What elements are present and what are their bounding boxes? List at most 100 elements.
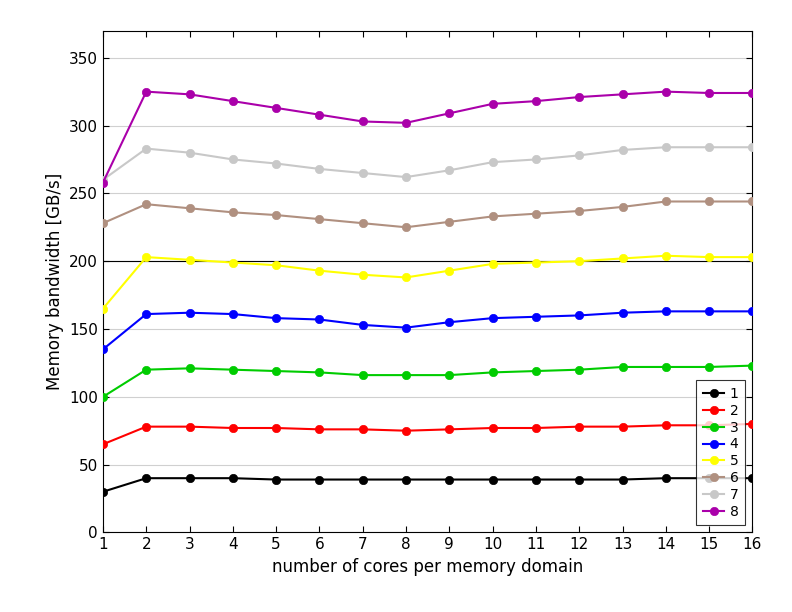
8 (704, 89, 714, 97)
7 (531, 156, 541, 163)
4 (358, 321, 367, 329)
1 (661, 474, 671, 482)
5 (444, 267, 454, 274)
5 (661, 252, 671, 259)
5 (574, 258, 584, 265)
2 (618, 423, 627, 430)
3 (98, 393, 108, 400)
7 (228, 156, 238, 163)
4 (228, 310, 238, 318)
6 (704, 198, 714, 205)
7 (402, 173, 411, 181)
4 (574, 312, 584, 319)
8 (661, 88, 671, 95)
Line: 2: 2 (99, 420, 756, 449)
7 (704, 144, 714, 151)
4 (748, 308, 757, 315)
3 (402, 371, 411, 379)
2 (358, 426, 367, 433)
2 (748, 420, 757, 428)
5 (531, 259, 541, 266)
8 (488, 100, 497, 108)
4 (402, 324, 411, 331)
6 (748, 198, 757, 205)
3 (444, 371, 454, 379)
1 (142, 474, 151, 482)
1 (574, 476, 584, 483)
5 (704, 253, 714, 261)
Line: 8: 8 (99, 88, 756, 187)
3 (661, 364, 671, 371)
1 (358, 476, 367, 483)
1 (314, 476, 324, 483)
4 (531, 313, 541, 321)
3 (185, 365, 194, 372)
7 (98, 176, 108, 184)
5 (185, 256, 194, 264)
8 (574, 94, 584, 101)
6 (142, 201, 151, 208)
6 (185, 204, 194, 212)
Line: 1: 1 (99, 474, 756, 496)
6 (98, 220, 108, 227)
2 (704, 422, 714, 429)
1 (272, 476, 281, 483)
5 (314, 267, 324, 274)
6 (228, 209, 238, 216)
5 (402, 274, 411, 281)
7 (748, 144, 757, 151)
6 (531, 210, 541, 217)
2 (98, 441, 108, 448)
7 (574, 152, 584, 159)
4 (314, 316, 324, 323)
5 (142, 253, 151, 261)
Line: 6: 6 (99, 197, 756, 231)
6 (358, 220, 367, 227)
3 (142, 366, 151, 373)
8 (314, 111, 324, 118)
8 (98, 179, 108, 186)
1 (531, 476, 541, 483)
4 (704, 308, 714, 315)
3 (228, 366, 238, 373)
5 (618, 255, 627, 262)
4 (272, 315, 281, 322)
4 (618, 309, 627, 316)
8 (402, 119, 411, 127)
Line: 3: 3 (99, 362, 756, 401)
1 (402, 476, 411, 483)
8 (358, 118, 367, 125)
1 (748, 474, 757, 482)
1 (185, 474, 194, 482)
2 (272, 424, 281, 431)
2 (314, 426, 324, 433)
1 (618, 476, 627, 483)
8 (228, 97, 238, 105)
2 (402, 427, 411, 435)
Line: 4: 4 (99, 307, 756, 354)
8 (748, 89, 757, 97)
7 (358, 170, 367, 177)
5 (98, 305, 108, 312)
Line: 7: 7 (99, 143, 756, 184)
5 (272, 261, 281, 269)
6 (402, 223, 411, 231)
6 (661, 198, 671, 205)
8 (142, 88, 151, 95)
3 (574, 366, 584, 373)
6 (618, 203, 627, 211)
7 (314, 165, 324, 173)
Y-axis label: Memory bandwidth [GB/s]: Memory bandwidth [GB/s] (46, 173, 63, 390)
3 (704, 364, 714, 371)
1 (444, 476, 454, 483)
2 (228, 424, 238, 431)
3 (748, 362, 757, 369)
8 (272, 104, 281, 111)
2 (531, 424, 541, 431)
6 (574, 207, 584, 215)
5 (358, 271, 367, 278)
2 (185, 423, 194, 430)
5 (228, 259, 238, 266)
6 (488, 213, 497, 220)
3 (358, 371, 367, 379)
